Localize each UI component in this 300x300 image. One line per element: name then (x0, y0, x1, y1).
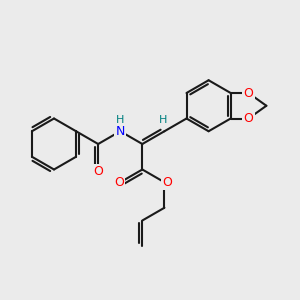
Text: O: O (244, 86, 254, 100)
Text: O: O (163, 176, 172, 189)
Text: O: O (114, 176, 124, 189)
Text: O: O (93, 165, 103, 178)
Text: N: N (116, 125, 125, 138)
Text: H: H (159, 115, 167, 125)
Text: O: O (244, 112, 254, 125)
Text: H: H (116, 115, 124, 125)
